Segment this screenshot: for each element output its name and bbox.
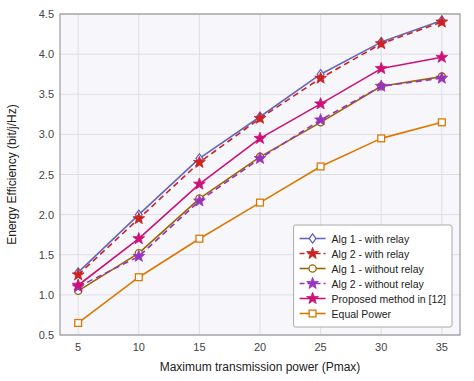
tick-label: 35 [436,341,448,353]
series [72,51,447,290]
plot-frame [60,14,460,335]
legend-frame [294,225,452,327]
data-point [254,132,266,143]
data-point [436,16,448,27]
plot-area [60,14,460,335]
series-line [78,22,442,275]
legend-label: Alg 2 - without relay [332,278,425,290]
data-point [133,212,145,223]
tick-label: 5 [75,341,81,353]
data-point [254,112,266,123]
series-line [78,20,442,272]
data-point [72,279,84,290]
legend-item: Alg 2 - with relay [300,247,410,259]
series-line [78,78,442,287]
legend-swatch-marker [309,234,316,243]
grid-line [199,14,200,335]
tick-label: 4.5 [39,8,54,20]
series [75,119,445,326]
tick-label: 15 [193,341,205,353]
legend-item: Proposed method in [12] [300,292,446,304]
tick-label: 20 [254,341,266,353]
legend-label: Alg 2 - with relay [332,248,410,260]
data-point [438,119,445,126]
grid-line [138,14,139,335]
data-point [133,233,145,244]
data-point [375,62,387,73]
series-line [78,57,442,285]
data-point [436,72,448,83]
data-point [375,37,387,48]
data-point [135,274,142,281]
series [72,72,447,292]
tick-label: 10 [133,341,145,353]
legend-item: Alg 1 - with relay [300,233,410,245]
tick-label: 25 [314,341,326,353]
data-point [133,250,145,261]
data-point [315,98,327,109]
legend-label: Alg 1 - without relay [332,263,425,275]
legend-label: Proposed method in [12] [332,293,446,305]
series-group [72,16,447,327]
data-point [317,163,324,170]
chart: 0.5 1.0 1.5 2.0 2.5 3.0 3.5 4.0 4.5 5 10 15 20 25 30 35… [0,0,474,381]
data-point [378,135,385,142]
data-point [315,72,327,83]
tick-label: 3.5 [39,88,54,100]
legend-swatch-marker [307,292,319,303]
legend-item: Alg 1 - without relay [300,263,425,275]
legend-swatch-marker [307,277,319,288]
tick-label: 2.0 [39,209,54,221]
data-point [436,51,448,62]
series [75,16,445,277]
tick-label: 2.5 [39,169,54,181]
legend-swatch-marker [309,310,316,317]
legend-item: Alg 2 - without relay [300,277,425,289]
data-point [257,199,264,206]
y-axis-label: Energy Efficiency (bit/j/Hz) [5,104,19,245]
legend-label: Equal Power [332,308,392,320]
legend-item: Equal Power [300,308,392,320]
data-point [194,195,206,206]
tick-label: 0.5 [39,329,54,341]
legend-label: Alg 1 - with relay [332,233,410,245]
grid-line [260,14,261,335]
data-point [75,320,82,327]
series [72,16,447,280]
data-point [315,114,327,125]
data-point [194,156,206,167]
axes: 0.5 1.0 1.5 2.0 2.5 3.0 3.5 4.0 4.5 5 10 15 20 25 30 35… [5,8,460,374]
legend: Alg 1 - with relay Alg 2 - with relay Alg … [294,225,452,327]
tick-label: 3.0 [39,128,54,140]
series-line [78,77,442,291]
data-point [375,80,387,91]
grid [60,14,460,335]
tick-label: 4.0 [39,48,54,60]
tick-label: 1.0 [39,289,54,301]
x-axis-label: Maximum transmission power (Pmax) [160,360,361,374]
legend-swatch-marker [307,247,319,258]
data-point [196,235,203,242]
tick-label: 1.5 [39,249,54,261]
tick-label: 30 [375,341,387,353]
data-point [254,152,266,163]
legend-swatch-marker [309,265,316,272]
data-point [194,178,206,189]
